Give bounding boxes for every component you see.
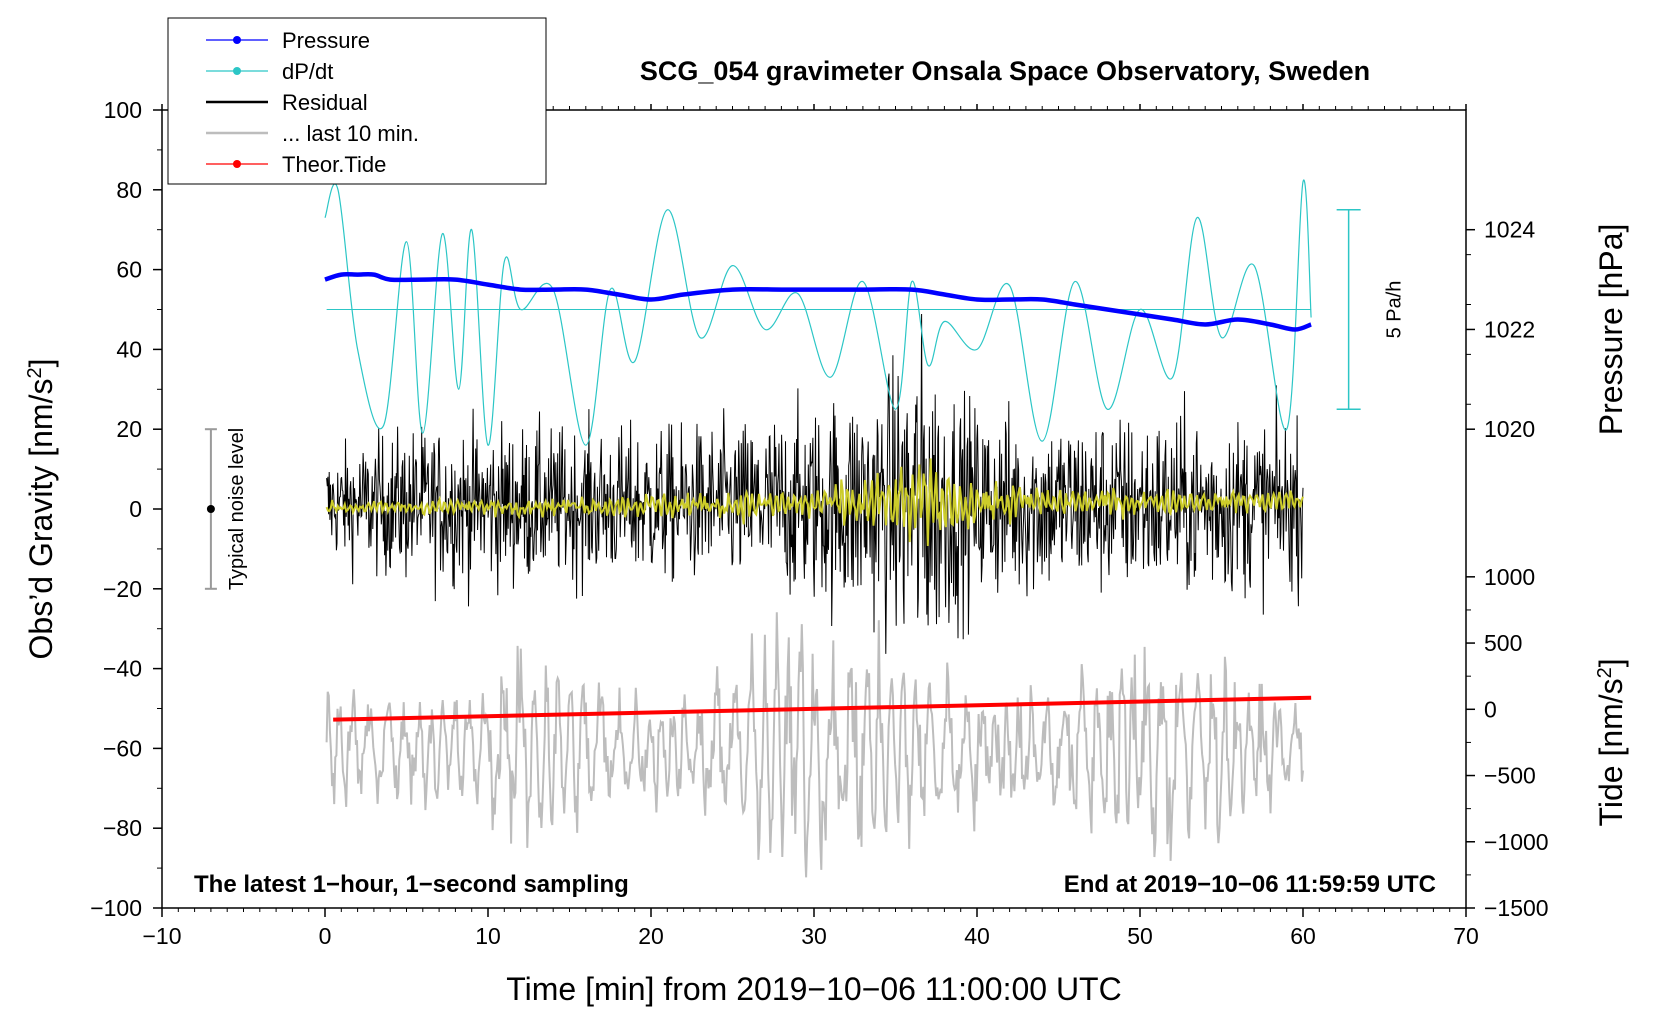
pressure-tick-label: 1024 [1484,217,1535,243]
y-axis-title-gravity-close: ] [23,359,59,368]
noise-level-label: Typical noise level [226,428,248,590]
pressure-tick-label: 1020 [1484,416,1535,442]
x-tick-label: −10 [142,923,181,949]
tide-tick-label: 0 [1484,696,1497,722]
y-axis-title-gravity: Obs’d Gravity [nm/s2] [23,359,59,660]
y-axis-title-tide: Tide [nm/s2] [1593,658,1629,826]
legend-label-theor-tide: Theor.Tide [282,152,386,177]
residual-smoothed-line [325,458,1304,547]
residual-line [326,313,1304,654]
x-tick-label: 40 [964,923,990,949]
y-axis-title-tide-close: ] [1593,658,1629,667]
tide-tick-label: −1500 [1484,895,1549,921]
legend-swatch-dot [233,67,241,75]
annotation-end-time: End at 2019−10−06 11:59:59 UTC [1064,871,1436,898]
x-tick-label: 70 [1453,923,1479,949]
x-tick-label: 30 [801,923,827,949]
y-axis-title-gravity-sup: 2 [24,367,46,378]
rate-bar-label: 5 Pa/h [1384,281,1406,339]
y-axis-title-tide-sup: 2 [1594,667,1616,678]
y-axis-title-gravity-text: Obs’d Gravity [nm/s [23,379,59,660]
y-tick-label: −100 [90,895,142,921]
x-tick-label: 10 [475,923,501,949]
y-axis-title-pressure: Pressure [hPa] [1593,224,1629,436]
y-tick-label: 100 [104,97,142,123]
y-axis-title-tide-text: Tide [nm/s [1593,678,1629,826]
x-tick-label: 20 [638,923,664,949]
x-tick-label: 60 [1290,923,1316,949]
legend: Pressure dP/dt Residual ... last 10 min.… [167,17,547,185]
legend-label-last-10-min: ... last 10 min. [282,121,419,146]
legend-label-dpdt: dP/dt [282,59,333,84]
x-tick-label: 50 [1127,923,1153,949]
tide-tick-label: 1000 [1484,564,1535,590]
y-tick-label: 0 [129,496,142,522]
x-axis-title: Time [min] from 2019−10−06 11:00:00 UTC [506,971,1121,1007]
legend-label-pressure: Pressure [282,28,370,53]
y-tick-label: −80 [103,815,142,841]
y-tick-label: −40 [103,656,142,682]
annotation-sampling: The latest 1−hour, 1−second sampling [194,871,629,898]
axes: −10 0 10 20 30 40 50 60 70−100−80−60−40−20020406… [90,97,1548,949]
y-tick-label: 20 [116,416,142,442]
tide-tick-label: 500 [1484,630,1522,656]
plot-area [204,179,1361,878]
last-10-min-line [325,612,1304,878]
y-tick-label: −60 [103,735,142,761]
y-tick-label: 80 [116,177,142,203]
legend-swatch-dot [233,36,241,44]
x-tick-label: 0 [319,923,332,949]
tide-tick-label: −1000 [1484,829,1549,855]
legend-swatch-dot [233,160,241,168]
chart-title: SCG_054 gravimeter Onsala Space Observat… [640,56,1370,86]
dpdt-line [324,179,1312,446]
theor-tide-line [333,695,1312,722]
tide-tick-label: −500 [1484,763,1536,789]
pressure-line [324,271,1312,332]
y-tick-label: −20 [103,576,142,602]
legend-label-residual: Residual [282,90,368,115]
y-tick-label: 40 [116,336,142,362]
noise-bar-center-dot [206,505,215,513]
y-tick-label: 60 [116,257,142,283]
pressure-tick-label: 1022 [1484,316,1535,342]
